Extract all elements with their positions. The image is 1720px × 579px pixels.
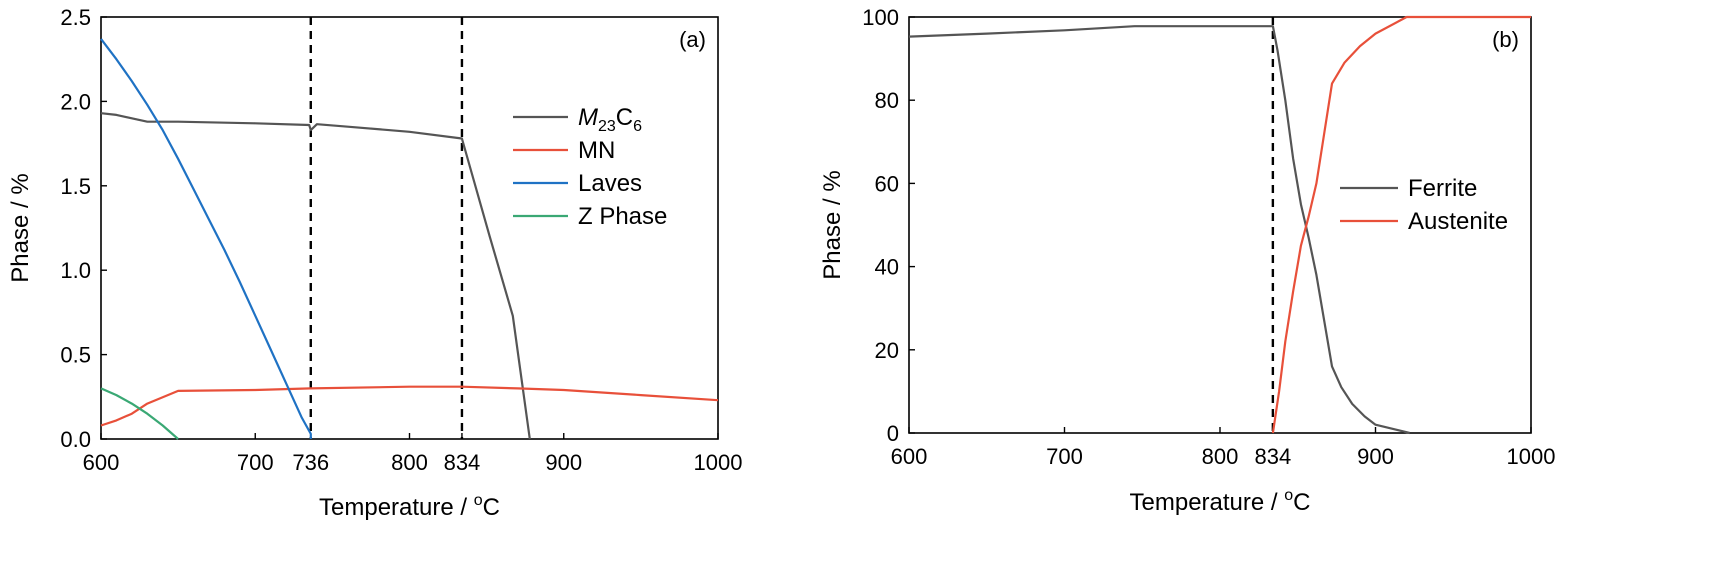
series-line-laves <box>100 38 312 439</box>
x-tick-label: 900 <box>545 450 582 475</box>
series-line-m23c6 <box>100 112 531 440</box>
x-tick-label: 834 <box>444 450 481 475</box>
y-axis-title: Phase / % <box>819 170 846 279</box>
panel-label: (a) <box>679 27 706 52</box>
x-tick-label: 600 <box>891 444 928 469</box>
y-tick-label: 60 <box>875 171 899 196</box>
x-axis-title: Temperature / oC <box>1130 487 1311 516</box>
panel-label: (b) <box>1492 27 1519 52</box>
y-tick-label: 100 <box>862 5 899 30</box>
x-tick-label: 736 <box>292 450 329 475</box>
y-tick-label: 20 <box>875 338 899 363</box>
legend-label: Laves <box>578 170 642 197</box>
x-tick-label: 900 <box>1357 444 1394 469</box>
y-tick-label: 2.5 <box>60 5 91 30</box>
x-tick-label: 800 <box>1202 444 1239 469</box>
legend-label: M23C6 <box>578 104 642 135</box>
y-tick-label: 0 <box>887 421 899 446</box>
legend-label: Austenite <box>1408 208 1508 235</box>
x-tick-label: 700 <box>237 450 274 475</box>
y-tick-label: 2.0 <box>60 89 91 114</box>
series-line-z-phase <box>100 387 179 440</box>
series-line-mn <box>100 385 719 427</box>
y-tick-label: 1.0 <box>60 258 91 283</box>
x-tick-label: 700 <box>1046 444 1083 469</box>
x-axis-title: Temperature / oC <box>319 492 500 521</box>
y-tick-label: 1.5 <box>60 174 91 199</box>
panel-b-chart: 600 700 800 834 900 1000 0 20 40 60 80 100 Ferrite Au… <box>819 5 1555 516</box>
y-tick-label: 0.0 <box>60 427 91 452</box>
y-tick-label: 40 <box>875 255 899 280</box>
y-tick-label: 0.5 <box>60 343 91 368</box>
series-line-ferrite <box>908 25 1410 435</box>
x-tick-label: 600 <box>83 450 120 475</box>
x-tick-label: 1000 <box>694 450 743 475</box>
y-axis-title: Phase / % <box>7 173 34 282</box>
legend-label: Ferrite <box>1408 175 1477 202</box>
x-tick-label: 800 <box>391 450 428 475</box>
x-tick-label: 834 <box>1255 444 1292 469</box>
series-line-austenite <box>1271 15 1531 434</box>
legend-label: Z Phase <box>578 203 667 230</box>
x-tick-label: 1000 <box>1507 444 1556 469</box>
legend-label: MN <box>578 137 615 164</box>
y-tick-label: 80 <box>875 88 899 113</box>
panel-a-chart: 600 700 736 800 834 900 1000 0.0 0.5 1.0 1.5 2.0 2.5… <box>7 5 742 521</box>
